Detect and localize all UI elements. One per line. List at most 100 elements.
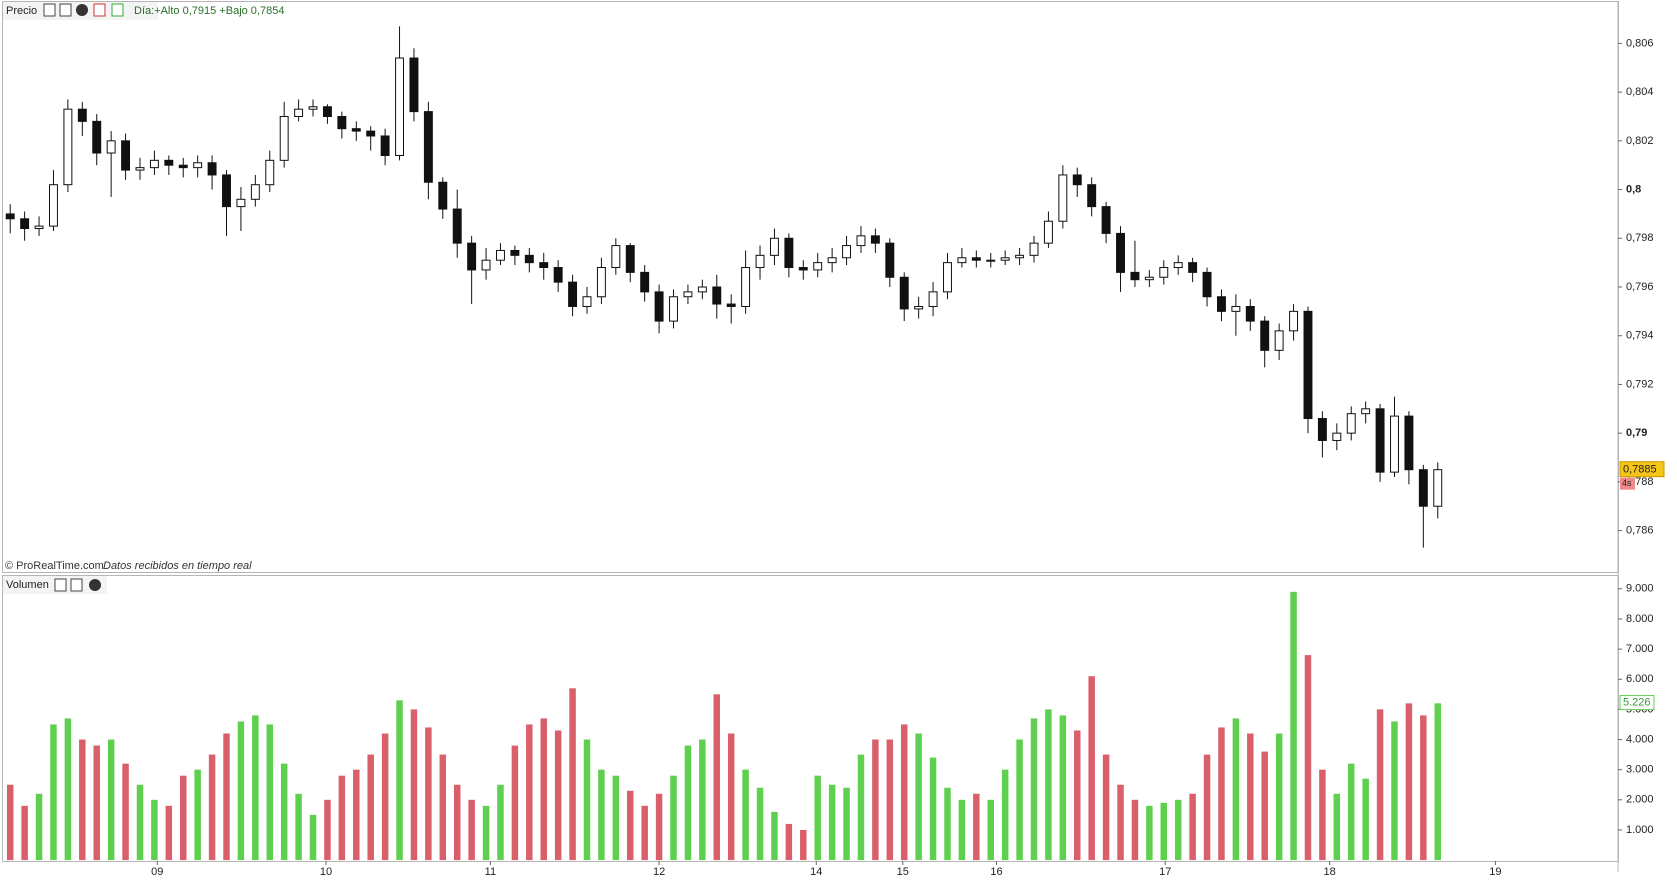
volume-bar [93, 745, 100, 861]
candle-body [351, 128, 361, 132]
volume-bar [785, 823, 793, 861]
candle-body [885, 242, 895, 278]
candle-body [914, 305, 924, 310]
candle-body [1260, 320, 1270, 351]
volume-bar [165, 805, 173, 861]
x-tick-label: 09 [151, 866, 163, 878]
candle-body [409, 57, 419, 113]
volume-bar [1275, 733, 1283, 861]
volume-bar [1376, 709, 1384, 861]
candle-body [1390, 415, 1399, 473]
candle-body [1289, 310, 1299, 332]
candle-body [1159, 267, 1169, 278]
candle-body [1317, 418, 1327, 441]
candle-body [539, 262, 549, 269]
candle-body [1216, 296, 1226, 312]
volume-bar [872, 739, 879, 861]
volume-bar [569, 688, 576, 861]
volume-bar [324, 799, 331, 861]
candle-body [250, 184, 260, 200]
y-tick-label: 8.000 [1626, 613, 1654, 625]
volume-bar [1420, 715, 1427, 861]
candle-body [121, 140, 131, 171]
volume-bar [1045, 709, 1052, 861]
volume-bar [1160, 802, 1168, 861]
price-panel [2, 1, 1619, 573]
volume-bar [21, 805, 28, 861]
volume-bar [857, 754, 865, 861]
close-icon[interactable] [89, 579, 101, 591]
volume-bar [526, 724, 533, 861]
volume-bar [497, 784, 504, 861]
candle-body [611, 245, 621, 269]
candle-body [1116, 232, 1125, 273]
candle-body [294, 108, 304, 117]
last-volume-box [1619, 695, 1655, 711]
volume-bar [381, 733, 389, 861]
candle-body [265, 159, 275, 186]
candle-body [1346, 413, 1356, 434]
volume-bar [338, 775, 346, 861]
volume-bar [612, 775, 620, 861]
volume-bar [453, 784, 461, 861]
candle-body [928, 291, 938, 307]
settings-icon[interactable] [54, 578, 67, 592]
source: © ProRealTime.com [5, 560, 104, 572]
volume-bar [396, 700, 403, 861]
y-tick-label: 0,804 [1626, 86, 1654, 98]
window-icon[interactable] [70, 578, 83, 592]
volume-bar [425, 727, 432, 861]
candle-body [625, 245, 635, 273]
up-icon[interactable] [111, 3, 124, 17]
candle-body [236, 198, 246, 208]
candle-body [1101, 206, 1111, 234]
window-icon[interactable] [59, 3, 72, 17]
close-icon[interactable] [76, 4, 88, 16]
volume-bar [655, 793, 663, 861]
candle-body [1058, 174, 1068, 222]
x-tick-label: 10 [320, 866, 332, 878]
volume-bar [1203, 754, 1211, 861]
candle-body [1188, 262, 1198, 273]
y-tick-label: 6.000 [1626, 673, 1654, 685]
last-volume-label: 5.226 [1623, 696, 1651, 708]
x-tick-label: 15 [897, 866, 909, 878]
volume-bar [1319, 769, 1326, 861]
volume-bar [915, 733, 922, 861]
volume-bar [583, 739, 591, 861]
candle-body [496, 249, 505, 261]
volume-bar [151, 799, 158, 861]
volume-bar [756, 787, 764, 861]
volume-bar [1088, 676, 1095, 861]
candle-body [842, 245, 852, 259]
settings-icon[interactable] [43, 3, 56, 17]
candle-body [207, 162, 217, 176]
candle-body [553, 267, 563, 283]
volume-bar [987, 799, 994, 861]
volume-bar [237, 721, 245, 861]
volume-bar [194, 769, 201, 861]
y-tick-label: 0,802 [1626, 135, 1654, 147]
candle-body [135, 167, 145, 171]
down-icon[interactable] [93, 3, 106, 17]
volume-bar [511, 745, 519, 861]
candle-body [63, 108, 73, 186]
candle-body [164, 159, 174, 166]
candle-body [1332, 432, 1342, 441]
y-tick-label: 0,798 [1626, 232, 1654, 244]
volume-bar [1333, 793, 1341, 861]
volume-bar [1189, 793, 1196, 861]
candle-body [366, 130, 376, 137]
candle-body [279, 115, 289, 161]
volume-bar [727, 733, 735, 861]
candle-body [769, 237, 779, 256]
volume-bar [944, 787, 951, 861]
candle-body [1274, 330, 1284, 351]
volume-bar [1102, 754, 1110, 861]
volume-bar [252, 715, 259, 861]
volume-bar [1391, 721, 1398, 861]
y-tick-label: 0,796 [1626, 281, 1654, 293]
volume-bar [886, 739, 894, 861]
volume-bar [1001, 769, 1009, 861]
candle-body [568, 281, 578, 307]
